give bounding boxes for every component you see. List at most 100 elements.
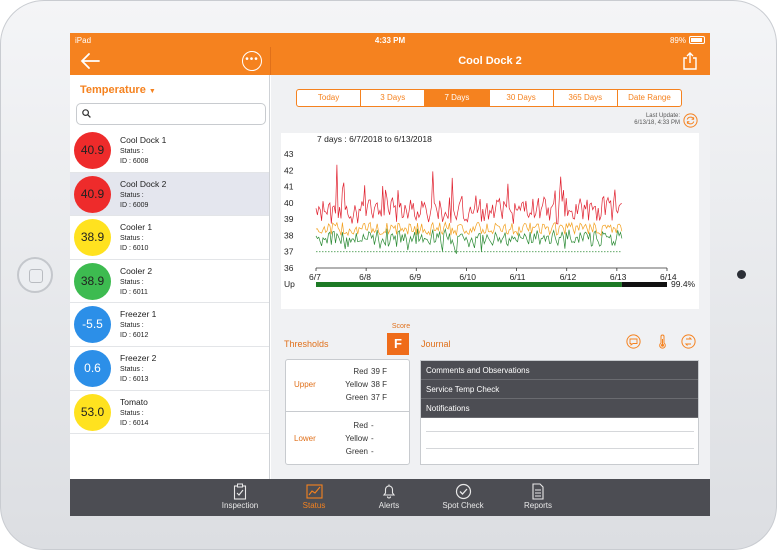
share-icon[interactable]: [682, 52, 698, 70]
threshold-label: Red: [353, 421, 368, 430]
refresh-icon[interactable]: [683, 113, 698, 128]
last-update: Last Update: 6/13/18, 4:33 PM: [634, 113, 680, 127]
divider: [426, 431, 694, 432]
lower-thresholds: Lower Red - Yellow - Green -: [286, 413, 409, 465]
clipboard-icon: [233, 483, 247, 500]
x-tick-label: 6/14: [660, 272, 677, 282]
score-badge: F: [387, 333, 409, 355]
chart-svg: 7 days : 6/7/2018 to 6/13/2018 43 42 41 40 39…: [284, 134, 696, 289]
tab-date-range[interactable]: Date Range: [628, 93, 671, 102]
tab-status[interactable]: Status: [284, 479, 344, 516]
tab-reports[interactable]: Reports: [508, 479, 568, 516]
sensor-row-cooler-2[interactable]: 38.9 Cooler 2 Status : ID : 6011: [70, 260, 269, 304]
sensor-status: Status :: [120, 365, 144, 373]
sensor-row-cool-dock-1[interactable]: 40.9 Cool Dock 1 Status : ID : 6008: [70, 129, 269, 173]
threshold-label: Green: [345, 393, 368, 402]
camera: [737, 270, 746, 279]
tab-365-days[interactable]: 365 Days: [554, 90, 618, 106]
sensor-name: Tomato: [120, 396, 148, 407]
back-arrow-icon[interactable]: [80, 52, 100, 70]
more-options-icon[interactable]: •••: [242, 51, 262, 71]
threshold-row: Yellow 38 F: [336, 380, 406, 392]
chart-icon: [305, 484, 323, 499]
lower-heading: Lower: [294, 434, 316, 443]
x-tick-label: 6/9: [409, 272, 421, 282]
tab-alerts[interactable]: Alerts: [359, 479, 419, 516]
journal-item-notifications[interactable]: Notifications: [421, 399, 698, 418]
temperature-badge: 38.9: [74, 219, 111, 257]
page-title: Cool Dock 2: [458, 55, 522, 67]
tab-30-days[interactable]: 30 Days: [490, 90, 554, 106]
date-range-tabs: Today 3 Days 7 Days 30 Days 365 Days Dat…: [296, 89, 682, 107]
sensor-name: Cooler 1: [120, 222, 153, 233]
temperature-badge: 38.9: [74, 262, 111, 300]
sensor-name: Cool Dock 2: [120, 178, 167, 189]
threshold-label: Green: [345, 447, 368, 456]
sensor-id: ID : 6008: [120, 158, 149, 165]
detail-panel: Today 3 Days 7 Days 30 Days 365 Days Dat…: [271, 75, 710, 479]
journal-item-comments[interactable]: Comments and Observations: [421, 361, 698, 380]
comment-icon[interactable]: [626, 334, 641, 349]
search-box[interactable]: [76, 103, 266, 125]
uptime-value: 99.4%: [671, 279, 696, 289]
threshold-value: -: [371, 421, 374, 430]
sensor-row-freezer-2[interactable]: 0.6 Freezer 2 Status : ID : 6013: [70, 347, 269, 391]
sensor-row-cooler-1[interactable]: 38.9 Cooler 1 Status : ID : 6010: [70, 216, 269, 260]
journal-heading: Journal: [421, 339, 451, 349]
y-tick-label: 41: [284, 182, 294, 192]
temperature-badge: 40.9: [74, 175, 111, 213]
document-icon: [532, 483, 544, 500]
y-tick-label: 37: [284, 247, 294, 257]
upper-thresholds: Upper Red 39 F Yellow 38 F Green 37 F: [286, 360, 409, 412]
threshold-label: Red: [353, 367, 368, 376]
y-tick-label: 36: [284, 263, 294, 273]
tab-label: Inspection: [221, 501, 259, 510]
sensor-row-cool-dock-2[interactable]: 40.9 Cool Dock 2 Status : ID : 6009: [70, 172, 269, 217]
sensor-name: Cool Dock 1: [120, 135, 167, 145]
tab-label: Spot Check: [442, 501, 484, 510]
tab-spot-check[interactable]: Spot Check: [433, 479, 493, 516]
x-tick-label: 6/13: [610, 272, 627, 282]
thresholds-heading: Thresholds: [284, 339, 329, 349]
thermometer-icon[interactable]: [655, 334, 670, 349]
tab-label: Alerts: [378, 501, 400, 510]
home-button[interactable]: [17, 257, 53, 293]
temperature-badge: 53.0: [74, 393, 111, 431]
sensor-row-freezer-1[interactable]: -5.5 Freezer 1 Status : ID : 6012: [70, 303, 269, 347]
chart-title: 7 days : 6/7/2018 to 6/13/2018: [317, 134, 432, 144]
threshold-value: -: [371, 434, 374, 443]
status-bar: iPad 4:33 PM 89%: [70, 33, 710, 47]
sensor-row-tomato[interactable]: 53.0 Tomato Status : ID : 6014: [70, 391, 269, 435]
y-tick-label: 38: [284, 230, 294, 240]
search-input[interactable]: [95, 106, 260, 122]
sensor-name: Freezer 1: [120, 309, 157, 320]
sensor-id: ID : 6013: [120, 375, 149, 383]
caret-down-icon: ▼: [148, 88, 156, 95]
y-tick-label: 39: [284, 214, 294, 224]
uptime-bar-up: [316, 282, 622, 287]
sensor-status: Status :: [120, 409, 144, 417]
tab-inspection[interactable]: Inspection: [210, 479, 270, 516]
temperature-badge: 0.6: [74, 349, 111, 387]
tab-3-days[interactable]: 3 Days: [361, 90, 426, 106]
threshold-label: Yellow: [345, 434, 368, 443]
sensor-status: Status :: [120, 278, 144, 286]
y-tick-label: 42: [284, 165, 294, 175]
thresholds-box: Upper Red 39 F Yellow 38 F Green 37 F: [285, 359, 410, 465]
battery-percent: 89%: [669, 36, 686, 45]
sync-icon[interactable]: [681, 334, 696, 349]
tab-7-days[interactable]: 7 Days: [425, 90, 490, 106]
threshold-row: Green 37 F: [336, 393, 406, 405]
journal-item-service-temp-check[interactable]: Service Temp Check: [421, 380, 698, 399]
threshold-row: Yellow -: [336, 434, 406, 446]
temperature-badge: 40.9: [74, 132, 111, 169]
sensor-type-dropdown[interactable]: Temperature ▼: [80, 84, 156, 96]
upper-heading: Upper: [294, 380, 316, 389]
tab-label: Status: [302, 501, 326, 510]
carrier-label: iPad: [75, 36, 92, 45]
tab-today[interactable]: Today: [297, 90, 362, 106]
tab-label: Reports: [523, 501, 552, 510]
clock: 4:33 PM: [374, 36, 406, 45]
x-tick-label: 6/11: [510, 272, 526, 282]
sensor-id: ID : 6014: [120, 419, 149, 427]
